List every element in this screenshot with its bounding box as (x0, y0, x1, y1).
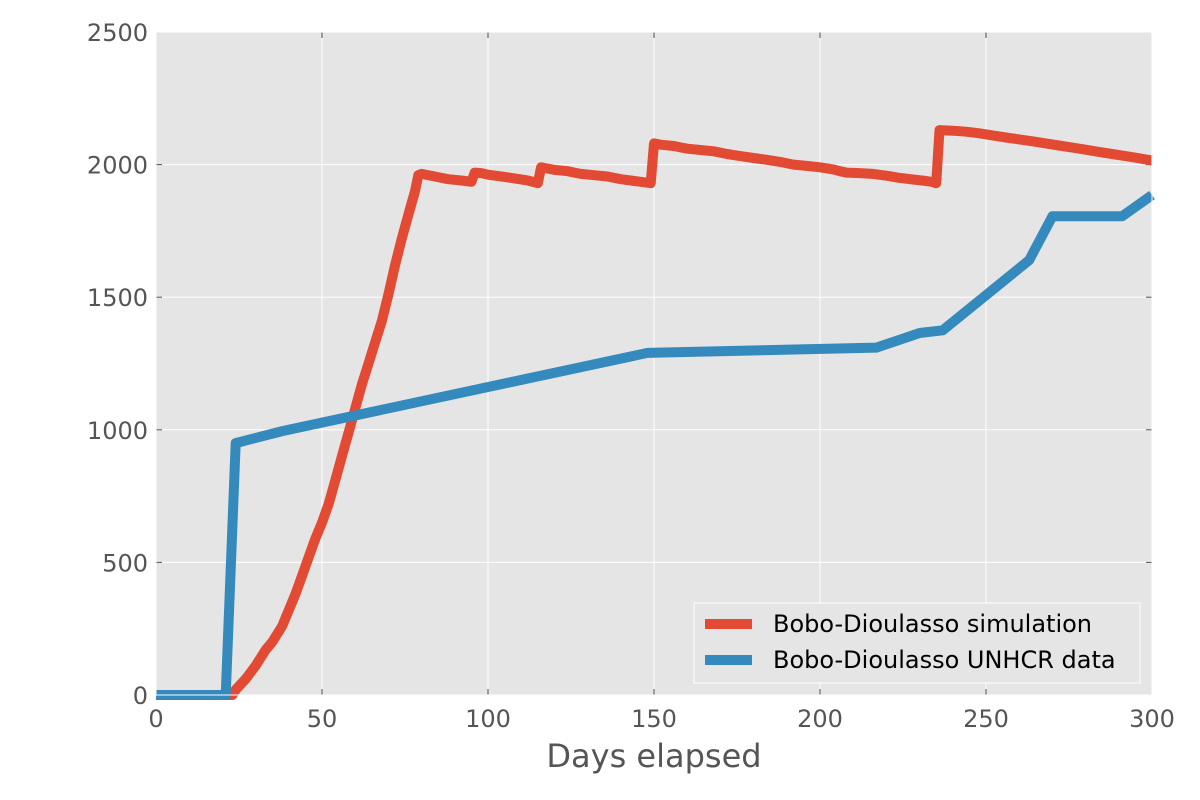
x-tick-label: 300 (1129, 705, 1175, 733)
legend-label: Bobo-Dioulasso simulation (773, 610, 1092, 638)
series-lines (156, 125, 1155, 700)
legend-label: Bobo-Dioulasso UNHCR data (773, 646, 1116, 674)
x-tick-label: 200 (797, 705, 843, 733)
y-tick-label: 1500 (87, 284, 148, 312)
x-tick-label: 250 (963, 705, 1009, 733)
x-tick-label: 150 (631, 705, 677, 733)
x-axis-title: Days elapsed (546, 737, 761, 775)
legend: Bobo-Dioulasso simulation Bobo-Dioulasso … (693, 602, 1141, 684)
y-tick-label: 2500 (87, 19, 148, 47)
y-tick-label: 0 (133, 682, 148, 710)
y-tick-label: 1000 (87, 417, 148, 445)
y-tick-label: 500 (102, 549, 148, 577)
series-line-unhcr-data (156, 191, 1155, 700)
legend-box (693, 602, 1141, 684)
x-tick-label: 0 (148, 705, 163, 733)
y-tick-label: 2000 (87, 152, 148, 180)
series-line-simulation (156, 125, 1153, 700)
plot-frame (155, 31, 1153, 696)
x-tick-label: 50 (307, 705, 338, 733)
x-tick-label: 100 (465, 705, 511, 733)
tick-labels: 0 50 100 150 200 250 300 0 500 1000 1500 2000 2500 (87, 19, 1175, 733)
